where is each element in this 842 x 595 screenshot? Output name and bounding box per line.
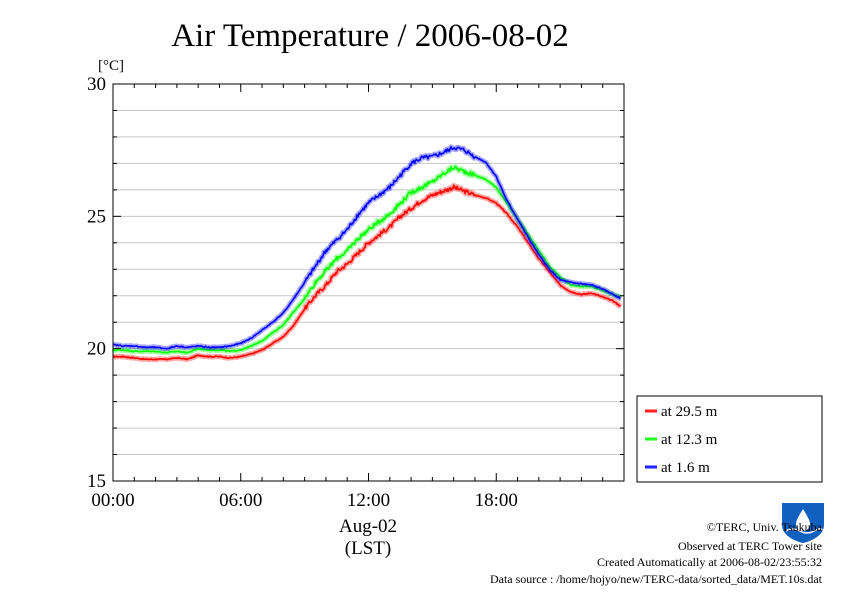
- wave-icon: [785, 527, 823, 534]
- series-line: [112, 165, 622, 354]
- x-date-label: Aug-02: [339, 516, 397, 537]
- credit-copyright: ©TERC, Univ. Tsukuba: [707, 520, 823, 534]
- x-axis-label: (LST): [345, 538, 391, 559]
- y-tick-label: 20: [87, 339, 106, 360]
- credit-source: Data source : /home/hojyo/new/TERC-data/…: [490, 572, 823, 586]
- x-tick-label: 12:00: [347, 490, 390, 511]
- x-tick-label: 06:00: [219, 490, 262, 511]
- chart-title: Air Temperature / 2006-08-02: [171, 18, 569, 54]
- x-tick-label: 00:00: [91, 490, 134, 511]
- legend-label: at 29.5 m: [661, 404, 718, 420]
- legend-label: at 12.3 m: [661, 432, 718, 448]
- grid-lines: [113, 109, 624, 456]
- y-axis-unit-label: [°C]: [98, 58, 124, 74]
- y-tick-label: 25: [87, 206, 106, 227]
- credit-created: Created Automatically at 2006-08-02/23:5…: [597, 555, 822, 569]
- water-drop-icon: [796, 509, 810, 531]
- series-line-halo: [111, 182, 623, 363]
- axis-ticks: 15 20 25 30 00:00 06:00 12:00 18:00: [87, 74, 625, 511]
- credit-observed: Observed at TERC Tower site: [678, 539, 822, 553]
- plot-frame: [112, 83, 625, 482]
- x-tick-label: 18:00: [475, 490, 518, 511]
- terc-logo: [782, 503, 824, 543]
- series-line: [112, 146, 621, 350]
- y-tick-label: 15: [87, 471, 106, 492]
- series-line: [113, 184, 622, 361]
- legend-box: [636, 395, 823, 483]
- legend-items: at 29.5 m at 12.3 m at 1.6 m: [645, 404, 718, 476]
- legend: at 29.5 m at 12.3 m at 1.6 m: [636, 395, 823, 483]
- y-tick-label: 30: [87, 74, 106, 95]
- series-lines: [111, 144, 623, 363]
- legend-label: at 1.6 m: [661, 460, 710, 476]
